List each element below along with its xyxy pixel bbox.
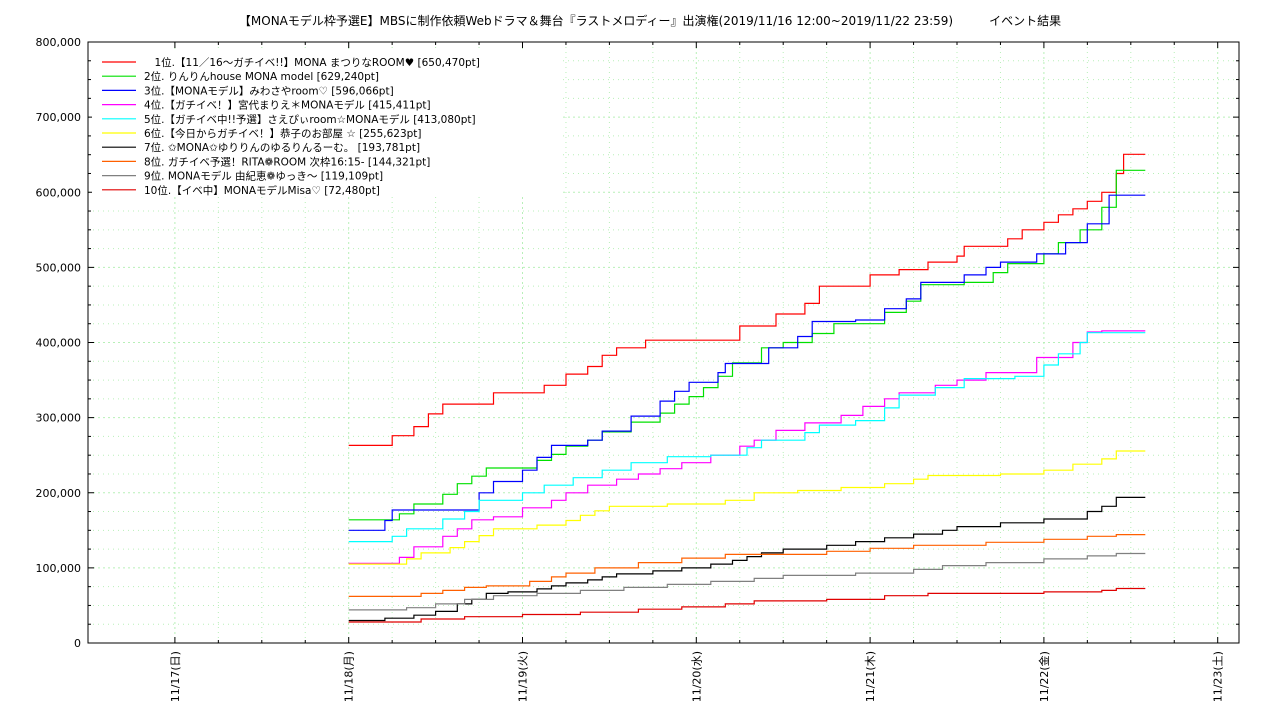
series-lines [348, 153, 1146, 623]
legend-entry: 6位.【今日からガチイベ！】恭子のお部屋 ☆ [255,623pt] [144, 127, 422, 140]
y-tick-label: 700,000 [36, 111, 82, 124]
y-tick-label: 100,000 [36, 562, 82, 575]
legend-entry: 2位. りんりんhouse MONA model [629,240pt] [144, 70, 379, 83]
y-tick-label: 0 [74, 637, 81, 650]
legend-entry: 3位.【MONAモデル】みわさやroom♡ [596,066pt] [144, 84, 394, 97]
legend-entry: 10位.【イベ中】MONAモデルMisa♡ [72,480pt] [144, 184, 380, 197]
series-line [348, 332, 1146, 543]
legend-entry: 1位.【11／16～ガチイベ!!】MONA まつりなROOM♥ [650,470… [144, 56, 480, 69]
legend-entry: 9位. MONAモデル 由紀恵❁ゆっき～ [119,109pt] [144, 170, 383, 183]
y-tick-label: 200,000 [36, 487, 82, 500]
series-line [348, 587, 1146, 623]
x-tick-label: 11/18(月) [343, 651, 356, 702]
x-tick-label: 11/23(土) [1212, 651, 1225, 702]
legend-box [92, 52, 562, 197]
x-tick-label: 11/17(日) [169, 651, 182, 702]
y-axis: 0 100,000 200,000 300,000 400,000 500,000 600,… [36, 36, 1239, 650]
series-line [348, 533, 1146, 598]
series-line [348, 450, 1146, 565]
legend-entry: 4位.【ガチイベ！】宮代まりえ＊MONAモデル [415,411pt] [144, 99, 431, 112]
x-tick-label: 11/20(水) [690, 651, 703, 702]
x-tick-label: 11/22(金) [1037, 651, 1051, 702]
y-tick-label: 600,000 [36, 186, 82, 199]
legend-entry: 7位. ✩MONA✩ゆりりんのゆるりんるーむ。 [193,781pt] [144, 141, 420, 154]
legend-entry: 5位.【ガチイベ中!!予選】さえぴぃroom☆MONAモデル [413,080p… [144, 113, 476, 126]
y-tick-label: 500,000 [36, 261, 82, 274]
x-tick-label: 11/19(火) [517, 651, 530, 702]
y-tick-label: 400,000 [36, 337, 82, 350]
series-line [348, 153, 1146, 446]
legend: 1位.【11／16～ガチイベ!!】MONA まつりなROOM♥ [650,470… [92, 52, 562, 197]
x-axis: 11/17(日) 11/18(月) 11/19(火) 11/20(水) 11/21(木)… [169, 42, 1225, 702]
chart-title: 【MONAモデル枠予選E】MBSに制作依頼Webドラマ＆舞台『ラストメロディー』… [239, 13, 1061, 28]
series-line [348, 169, 1146, 521]
legend-entry: 8位. ガチイベ予選！RITA❁ROOM 次枠16:15- [144,321pt… [144, 155, 430, 168]
series-line [348, 496, 1146, 622]
y-tick-label: 800,000 [36, 36, 82, 49]
series-line [348, 552, 1146, 611]
y-tick-label: 300,000 [36, 412, 82, 425]
x-tick-label: 11/21(木) [864, 651, 877, 702]
series-line [348, 194, 1146, 531]
